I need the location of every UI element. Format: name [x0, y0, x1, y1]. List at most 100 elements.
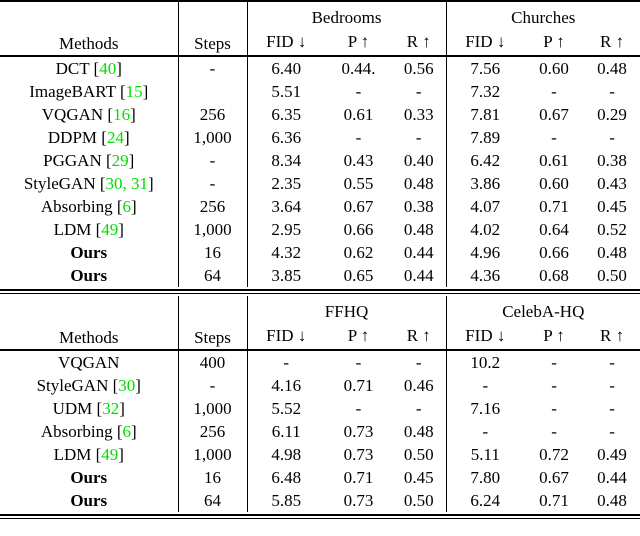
value-cell: -	[551, 127, 557, 147]
value-cell: -	[392, 397, 447, 420]
value-cell: 0.66	[343, 219, 374, 239]
citation-ref: 24	[106, 127, 124, 147]
steps-cell: 256	[178, 103, 248, 126]
value-cell: 0.61	[539, 150, 569, 170]
value-cell: 0.67	[539, 467, 569, 487]
header-precision: P ↑	[543, 32, 565, 51]
header-fid: FID ↓	[266, 32, 307, 51]
header-group-row: Methods Steps Bedrooms Churches	[0, 1, 640, 56]
citation-ref: 40	[99, 58, 117, 78]
steps-cell: 1,000	[178, 397, 248, 420]
method-cell: Ours	[0, 489, 179, 512]
steps-cell: -	[178, 374, 248, 397]
value-cell: 6.48	[271, 467, 302, 487]
table-row: VQGAN [16] 256 6.35 0.61 0.33 7.81 0.67 0.29	[0, 103, 640, 126]
value-cell: 0.72	[539, 444, 569, 464]
value-cell: 0.64	[539, 219, 569, 239]
value-cell: 0.62	[343, 242, 374, 262]
header-metric-row: FID ↓ P ↑ R ↑ FID ↓ P ↑ R ↑	[0, 323, 640, 350]
value-cell: -	[355, 352, 362, 372]
value-cell: 7.80	[470, 467, 501, 487]
value-cell: 0.49	[597, 444, 627, 464]
table-body: VQGAN 400- - -10.2- - StyleGAN [30] -4.16 0.71 0…	[0, 350, 640, 512]
value-cell: 6.24	[470, 490, 501, 510]
value-cell: 5.11	[470, 444, 500, 464]
value-cell: 4.32	[271, 242, 302, 262]
value-cell: 0.66	[539, 242, 569, 262]
value-cell: 7.81	[470, 104, 501, 124]
method-cell: LDM [49]	[0, 218, 179, 241]
citation-ref: 32	[102, 398, 120, 418]
value-cell: 0.45	[392, 466, 447, 489]
header-fid: FID ↓	[266, 326, 307, 345]
value-cell: 0.71	[539, 490, 569, 510]
value-cell: 6.40	[271, 58, 302, 78]
header-precision: P ↑	[347, 326, 370, 345]
value-cell: 7.89	[470, 127, 501, 147]
value-cell: -	[551, 81, 557, 101]
value-cell: 2.35	[271, 173, 302, 193]
value-cell: -	[355, 127, 362, 147]
method-cell: Ours	[0, 241, 179, 264]
value-cell: 7.32	[470, 81, 501, 101]
value-cell: 0.52	[597, 219, 627, 239]
header-fid: FID ↓	[465, 326, 506, 345]
table-row: LDM [49] 1,000 2.95 0.66 0.48 4.02 0.64 0.52	[0, 218, 640, 241]
citation-ref: 30	[118, 375, 136, 395]
citation-ref: 49	[101, 219, 119, 239]
header-recall: R ↑	[392, 29, 447, 56]
table-row: Ours 64 5.85 0.73 0.50 6.24 0.71 0.48	[0, 489, 640, 512]
steps-cell: 256	[178, 420, 248, 443]
header-metric-row: FID ↓ P ↑ R ↑ FID ↓ P ↑ R ↑	[0, 29, 640, 56]
value-cell: 6.36	[271, 127, 302, 147]
value-cell: 0.29	[597, 104, 627, 124]
value-cell: 0.43	[343, 150, 374, 170]
header-recall: R ↑	[392, 323, 447, 350]
value-cell: -	[392, 350, 447, 374]
header-recall: R ↑	[599, 326, 625, 345]
method-cell: LDM [49]	[0, 443, 179, 466]
value-cell: 0.73	[343, 421, 374, 441]
header-precision: P ↑	[543, 326, 565, 345]
value-cell: -	[392, 126, 447, 149]
value-cell: 3.86	[470, 173, 501, 193]
value-cell: 7.16	[470, 398, 501, 418]
results-table-ffhq-celebahq: Methods Steps FFHQ CelebA-HQ FID ↓ P ↑ R…	[0, 296, 640, 512]
value-cell: 0.38	[392, 195, 447, 218]
value-cell: 0.48	[392, 420, 447, 443]
value-cell: -	[609, 127, 615, 147]
value-cell: 0.56	[392, 56, 447, 80]
value-cell: 0.40	[392, 149, 447, 172]
value-cell: 0.48	[392, 218, 447, 241]
value-cell: -	[609, 81, 615, 101]
table-row: Ours 64 3.85 0.65 0.44 4.36 0.68 0.50	[0, 264, 640, 287]
value-cell: -	[609, 398, 615, 418]
results-table-bedrooms-churches: Methods Steps Bedrooms Churches FID ↓ P …	[0, 0, 640, 287]
table-row: DDPM [24] 1,000 6.36 - - 7.89 - -	[0, 126, 640, 149]
value-cell: 5.51	[271, 81, 302, 101]
value-cell: 0.73	[343, 490, 374, 510]
value-cell: -	[355, 398, 362, 418]
steps-cell: 16	[178, 241, 248, 264]
citation-ref: 29	[111, 150, 129, 170]
citation-ref: 15	[125, 81, 143, 101]
table-row: PGGAN [29] - 8.34 0.43 0.40 6.42 0.61 0.38	[0, 149, 640, 172]
table-row: UDM [32] 1,000 5.52 - - 7.16 - -	[0, 397, 640, 420]
table-header: Methods Steps FFHQ CelebA-HQ FID ↓ P ↑ R…	[0, 296, 640, 350]
header-methods: Methods	[0, 296, 179, 350]
value-cell: 0.68	[539, 265, 569, 285]
value-cell: 0.46	[392, 374, 447, 397]
value-cell: -	[392, 80, 447, 103]
header-group-celebahq: CelebA-HQ	[502, 302, 585, 321]
method-cell: VQGAN [16]	[0, 103, 179, 126]
table-row: DCT [40] - 6.40 0.44. 0.56 7.56 0.60 0.48	[0, 56, 640, 80]
value-cell: 10.2	[470, 352, 501, 372]
value-cell: 0.43	[597, 173, 627, 193]
header-precision: P ↑	[347, 32, 370, 51]
value-cell: 4.98	[271, 444, 302, 464]
method-cell: ImageBART [15]	[0, 80, 179, 103]
steps-cell: 64	[178, 264, 248, 287]
value-cell: 3.64	[271, 196, 302, 216]
method-cell: DCT [40]	[0, 56, 179, 80]
table-row: ImageBART [15] 5.51 - - 7.32 - -	[0, 80, 640, 103]
